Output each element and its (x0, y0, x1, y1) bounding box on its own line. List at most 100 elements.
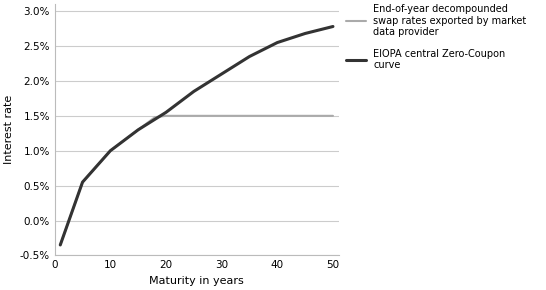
EIOPA central Zero-Coupon
curve (302, 32, 308, 35)
End-of-year decompounded
swap rates exported by market
data provider (102, 155, 108, 159)
End-of-year decompounded
swap rates exported by market
data provider (269, 114, 275, 117)
EIOPA central Zero-Coupon
curve (96, 162, 103, 165)
End-of-year decompounded
swap rates exported by market
data provider (163, 114, 169, 117)
End-of-year decompounded
swap rates exported by market
data provider (285, 114, 292, 117)
EIOPA central Zero-Coupon
curve (85, 174, 91, 177)
EIOPA central Zero-Coupon
curve (235, 62, 242, 65)
End-of-year decompounded
swap rates exported by market
data provider (201, 114, 208, 117)
EIOPA central Zero-Coupon
curve (118, 141, 125, 144)
End-of-year decompounded
swap rates exported by market
data provider (241, 114, 247, 117)
EIOPA central Zero-Coupon
curve (241, 58, 247, 62)
End-of-year decompounded
swap rates exported by market
data provider (146, 120, 152, 123)
EIOPA central Zero-Coupon
curve (74, 196, 80, 200)
End-of-year decompounded
swap rates exported by market
data provider (180, 114, 186, 117)
End-of-year decompounded
swap rates exported by market
data provider (224, 114, 230, 117)
End-of-year decompounded
swap rates exported by market
data provider (79, 180, 86, 184)
End-of-year decompounded
swap rates exported by market
data provider (112, 145, 119, 148)
End-of-year decompounded
swap rates exported by market
data provider (280, 114, 286, 117)
EIOPA central Zero-Coupon
curve (124, 136, 130, 140)
EIOPA central Zero-Coupon
curve (140, 125, 147, 128)
EIOPA central Zero-Coupon
curve (246, 55, 253, 58)
Line: EIOPA central Zero-Coupon
curve: EIOPA central Zero-Coupon curve (60, 26, 333, 245)
EIOPA central Zero-Coupon
curve (102, 155, 108, 159)
EIOPA central Zero-Coupon
curve (313, 29, 319, 32)
End-of-year decompounded
swap rates exported by market
data provider (174, 114, 180, 117)
Legend: End-of-year decompounded
swap rates exported by market
data provider, EIOPA cent: End-of-year decompounded swap rates expo… (346, 4, 527, 70)
EIOPA central Zero-Coupon
curve (185, 94, 192, 97)
End-of-year decompounded
swap rates exported by market
data provider (290, 114, 297, 117)
EIOPA central Zero-Coupon
curve (152, 117, 158, 121)
EIOPA central Zero-Coupon
curve (207, 79, 214, 83)
End-of-year decompounded
swap rates exported by market
data provider (91, 168, 97, 171)
End-of-year decompounded
swap rates exported by market
data provider (157, 115, 164, 118)
EIOPA central Zero-Coupon
curve (269, 44, 275, 47)
EIOPA central Zero-Coupon
curve (68, 212, 75, 215)
End-of-year decompounded
swap rates exported by market
data provider (252, 114, 258, 117)
EIOPA central Zero-Coupon
curve (280, 39, 286, 42)
EIOPA central Zero-Coupon
curve (330, 25, 336, 28)
End-of-year decompounded
swap rates exported by market
data provider (246, 114, 253, 117)
End-of-year decompounded
swap rates exported by market
data provider (191, 114, 197, 117)
End-of-year decompounded
swap rates exported by market
data provider (135, 128, 141, 132)
End-of-year decompounded
swap rates exported by market
data provider (96, 162, 103, 165)
EIOPA central Zero-Coupon
curve (180, 98, 186, 102)
EIOPA central Zero-Coupon
curve (129, 132, 136, 136)
End-of-year decompounded
swap rates exported by market
data provider (274, 114, 281, 117)
EIOPA central Zero-Coupon
curve (213, 76, 219, 79)
EIOPA central Zero-Coupon
curve (57, 243, 63, 247)
X-axis label: Maturity in years: Maturity in years (149, 276, 244, 286)
EIOPA central Zero-Coupon
curve (63, 227, 69, 231)
EIOPA central Zero-Coupon
curve (79, 180, 86, 184)
EIOPA central Zero-Coupon
curve (307, 30, 314, 34)
End-of-year decompounded
swap rates exported by market
data provider (229, 114, 236, 117)
End-of-year decompounded
swap rates exported by market
data provider (307, 114, 314, 117)
End-of-year decompounded
swap rates exported by market
data provider (318, 114, 325, 117)
EIOPA central Zero-Coupon
curve (91, 168, 97, 171)
End-of-year decompounded
swap rates exported by market
data provider (235, 114, 242, 117)
End-of-year decompounded
swap rates exported by market
data provider (168, 114, 175, 117)
EIOPA central Zero-Coupon
curve (296, 34, 303, 37)
End-of-year decompounded
swap rates exported by market
data provider (63, 227, 69, 231)
EIOPA central Zero-Coupon
curve (163, 110, 169, 114)
End-of-year decompounded
swap rates exported by market
data provider (118, 141, 125, 144)
EIOPA central Zero-Coupon
curve (263, 46, 270, 50)
EIOPA central Zero-Coupon
curve (290, 35, 297, 39)
EIOPA central Zero-Coupon
curve (318, 28, 325, 31)
EIOPA central Zero-Coupon
curve (252, 52, 258, 55)
End-of-year decompounded
swap rates exported by market
data provider (129, 132, 136, 136)
End-of-year decompounded
swap rates exported by market
data provider (140, 124, 147, 127)
End-of-year decompounded
swap rates exported by market
data provider (68, 212, 75, 215)
End-of-year decompounded
swap rates exported by market
data provider (124, 136, 130, 140)
EIOPA central Zero-Coupon
curve (218, 72, 225, 76)
End-of-year decompounded
swap rates exported by market
data provider (218, 114, 225, 117)
EIOPA central Zero-Coupon
curve (224, 69, 230, 72)
End-of-year decompounded
swap rates exported by market
data provider (302, 114, 308, 117)
End-of-year decompounded
swap rates exported by market
data provider (296, 114, 303, 117)
End-of-year decompounded
swap rates exported by market
data provider (85, 174, 91, 177)
EIOPA central Zero-Coupon
curve (135, 128, 141, 132)
End-of-year decompounded
swap rates exported by market
data provider (207, 114, 214, 117)
End-of-year decompounded
swap rates exported by market
data provider (196, 114, 203, 117)
End-of-year decompounded
swap rates exported by market
data provider (263, 114, 270, 117)
EIOPA central Zero-Coupon
curve (274, 41, 281, 44)
EIOPA central Zero-Coupon
curve (191, 90, 197, 93)
End-of-year decompounded
swap rates exported by market
data provider (107, 149, 114, 153)
End-of-year decompounded
swap rates exported by market
data provider (313, 114, 319, 117)
End-of-year decompounded
swap rates exported by market
data provider (257, 114, 264, 117)
Line: End-of-year decompounded
swap rates exported by market
data provider: End-of-year decompounded swap rates expo… (60, 116, 333, 245)
EIOPA central Zero-Coupon
curve (196, 86, 203, 90)
EIOPA central Zero-Coupon
curve (174, 102, 180, 106)
Y-axis label: Interest rate: Interest rate (4, 95, 14, 164)
EIOPA central Zero-Coupon
curve (201, 83, 208, 86)
EIOPA central Zero-Coupon
curve (107, 149, 114, 153)
EIOPA central Zero-Coupon
curve (112, 145, 119, 148)
EIOPA central Zero-Coupon
curve (229, 65, 236, 69)
End-of-year decompounded
swap rates exported by market
data provider (74, 196, 80, 200)
EIOPA central Zero-Coupon
curve (157, 114, 164, 117)
End-of-year decompounded
swap rates exported by market
data provider (152, 115, 158, 119)
End-of-year decompounded
swap rates exported by market
data provider (185, 114, 192, 117)
EIOPA central Zero-Coupon
curve (257, 49, 264, 53)
EIOPA central Zero-Coupon
curve (324, 26, 331, 30)
End-of-year decompounded
swap rates exported by market
data provider (57, 243, 63, 247)
End-of-year decompounded
swap rates exported by market
data provider (213, 114, 219, 117)
